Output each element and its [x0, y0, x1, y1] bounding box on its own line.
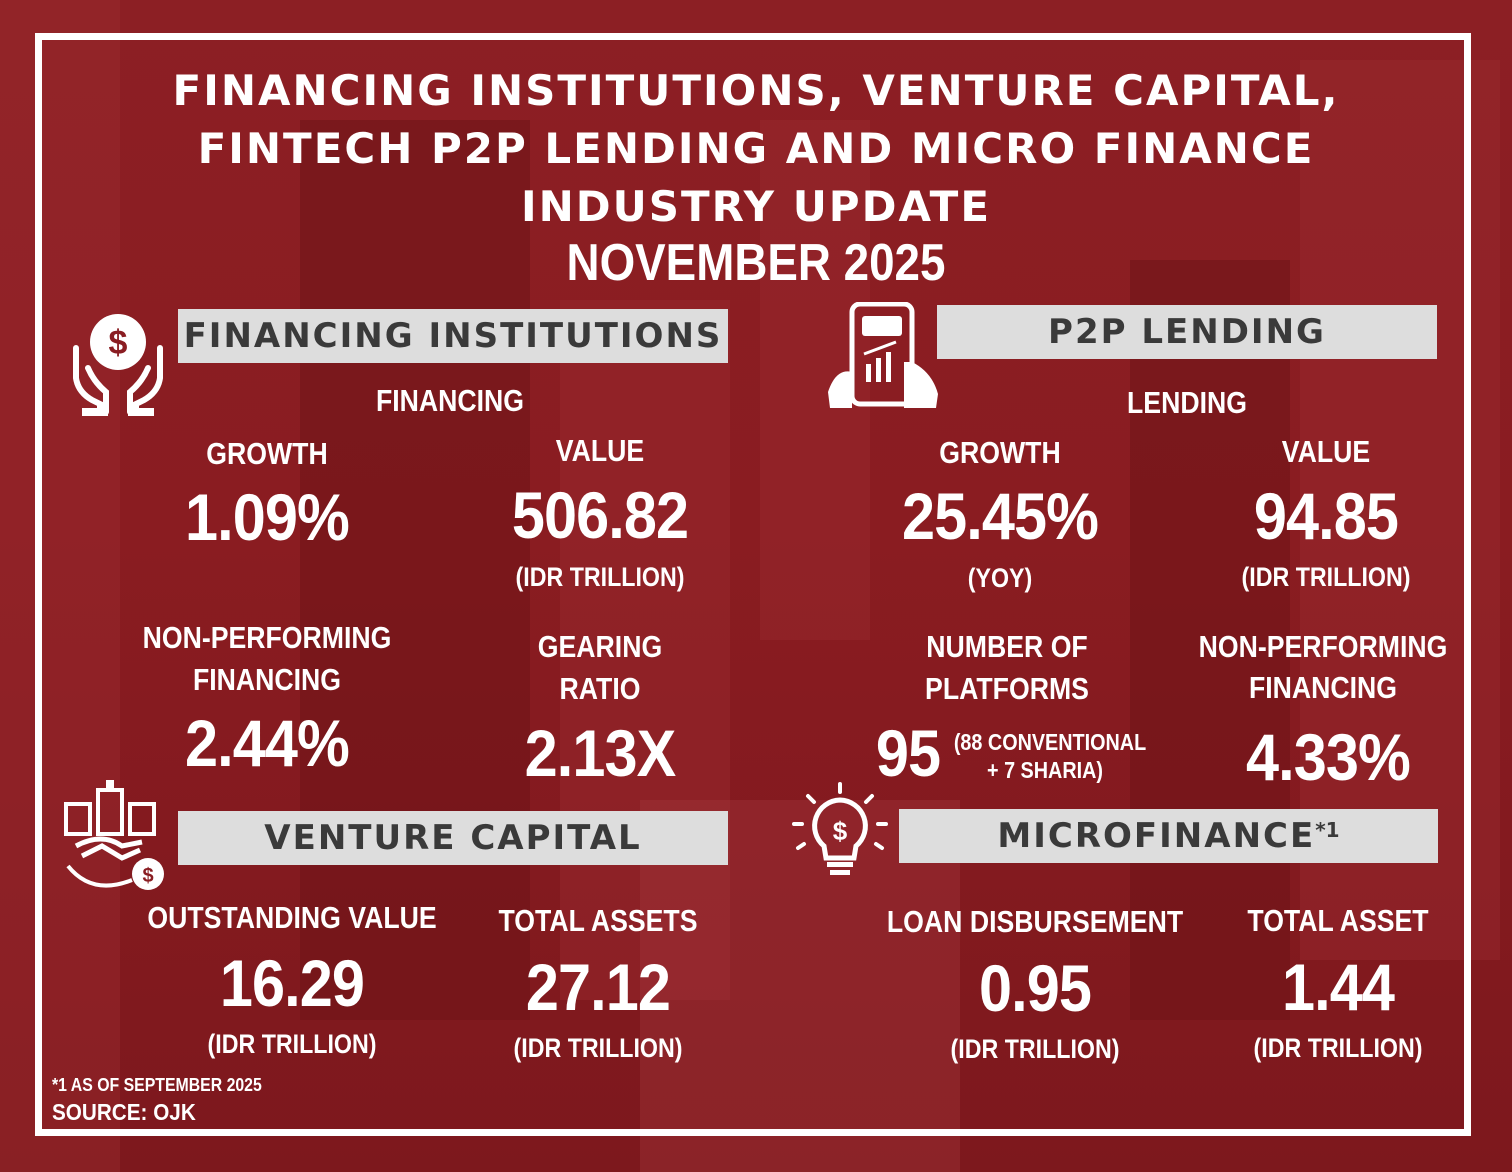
fi-value-unit: (IDR TRILLION): [515, 562, 685, 592]
fi-npf-label-2: FINANCING: [192, 662, 342, 697]
p2p-platforms-value: 95: [875, 716, 941, 790]
p2p-growth-unit: (YOY): [967, 563, 1033, 593]
p2p-growth-value: 25.45%: [901, 479, 1099, 553]
white-frame: [35, 33, 1471, 1136]
source: SOURCE: OJK: [52, 1099, 196, 1125]
financing-subheader: FINANCING: [375, 383, 525, 418]
vc-assets-value: 27.12: [525, 950, 671, 1024]
handshake-money-icon: $: [64, 780, 164, 890]
vc-assets-label: TOTAL ASSETS: [498, 903, 698, 938]
fi-growth-label: GROWTH: [206, 436, 328, 471]
svg-text:$: $: [833, 816, 848, 846]
venture-capital-header: VENTURE CAPITAL: [178, 811, 728, 865]
microfinance-header-text: MICROFINANCE: [997, 816, 1316, 856]
vc-outstanding-unit: (IDR TRILLION): [207, 1029, 377, 1059]
p2p-npf-label-2: FINANCING: [1248, 670, 1398, 705]
fi-value-value: 506.82: [511, 478, 689, 552]
vc-outstanding-value: 16.29: [219, 946, 365, 1020]
microfinance-footnote-mark: *1: [1315, 818, 1340, 842]
money-hands-icon: $: [73, 314, 163, 416]
phone-growth-icon: [828, 302, 938, 408]
fi-value-label: VALUE: [555, 433, 645, 468]
p2p-value-unit: (IDR TRILLION): [1241, 562, 1411, 592]
p2p-platforms-note-1: (88 CONVENTIONAL: [953, 729, 1147, 755]
svg-text:$: $: [109, 324, 128, 362]
financing-institutions-header: FINANCING INSTITUTIONS: [178, 309, 728, 363]
mf-asset-value: 1.44: [1281, 950, 1395, 1024]
p2p-value-label: VALUE: [1281, 434, 1371, 469]
infographic-title: FINANCING INSTITUTIONS, VENTURE CAPITAL,…: [0, 62, 1512, 236]
p2p-npf-label-1: NON-PERFORMING: [1198, 629, 1448, 664]
p2p-subheader: LENDING: [1127, 385, 1247, 420]
fi-npf-label-1: NON-PERFORMING: [142, 620, 392, 655]
lightbulb-dollar-icon: $: [792, 782, 888, 875]
title-line-1: FINANCING INSTITUTIONS, VENTURE CAPITAL,: [172, 66, 1340, 115]
mf-loan-unit: (IDR TRILLION): [950, 1034, 1120, 1064]
microfinance-header: MICROFINANCE*1: [899, 809, 1438, 863]
title-period: NOVEMBER 2025: [566, 234, 946, 292]
fi-npf-value: 2.44%: [185, 706, 350, 780]
mf-loan-label: LOAN DISBURSEMENT: [886, 904, 1184, 939]
mf-asset-label: TOTAL ASSET: [1247, 903, 1429, 938]
vc-assets-unit: (IDR TRILLION): [513, 1033, 683, 1063]
footnote: *1 AS OF SEPTEMBER 2025: [52, 1075, 262, 1095]
p2p-value-value: 94.85: [1253, 479, 1399, 553]
title-line-2: FINTECH P2P LENDING AND MICRO FINANCE: [197, 124, 1315, 173]
fi-gearing-label-2: RATIO: [559, 671, 641, 706]
p2p-npf-value: 4.33%: [1246, 720, 1411, 794]
p2p-lending-header: P2P LENDING: [937, 305, 1437, 359]
p2p-growth-label: GROWTH: [939, 435, 1061, 470]
p2p-platforms-label-1: NUMBER OF: [926, 629, 1088, 664]
p2p-platforms-label-2: PLATFORMS: [925, 671, 1089, 706]
vc-outstanding-label: OUTSTANDING VALUE: [147, 900, 437, 935]
p2p-platforms-note-2: + 7 SHARIA): [987, 757, 1103, 783]
fi-gearing-label-1: GEARING: [537, 629, 663, 664]
svg-text:$: $: [142, 865, 153, 887]
fi-growth-value: 1.09%: [185, 480, 350, 554]
mf-loan-value: 0.95: [978, 951, 1092, 1025]
title-line-3: INDUSTRY UPDATE: [520, 182, 992, 231]
fi-gearing-value: 2.13X: [524, 716, 677, 790]
mf-asset-unit: (IDR TRILLION): [1253, 1033, 1423, 1063]
